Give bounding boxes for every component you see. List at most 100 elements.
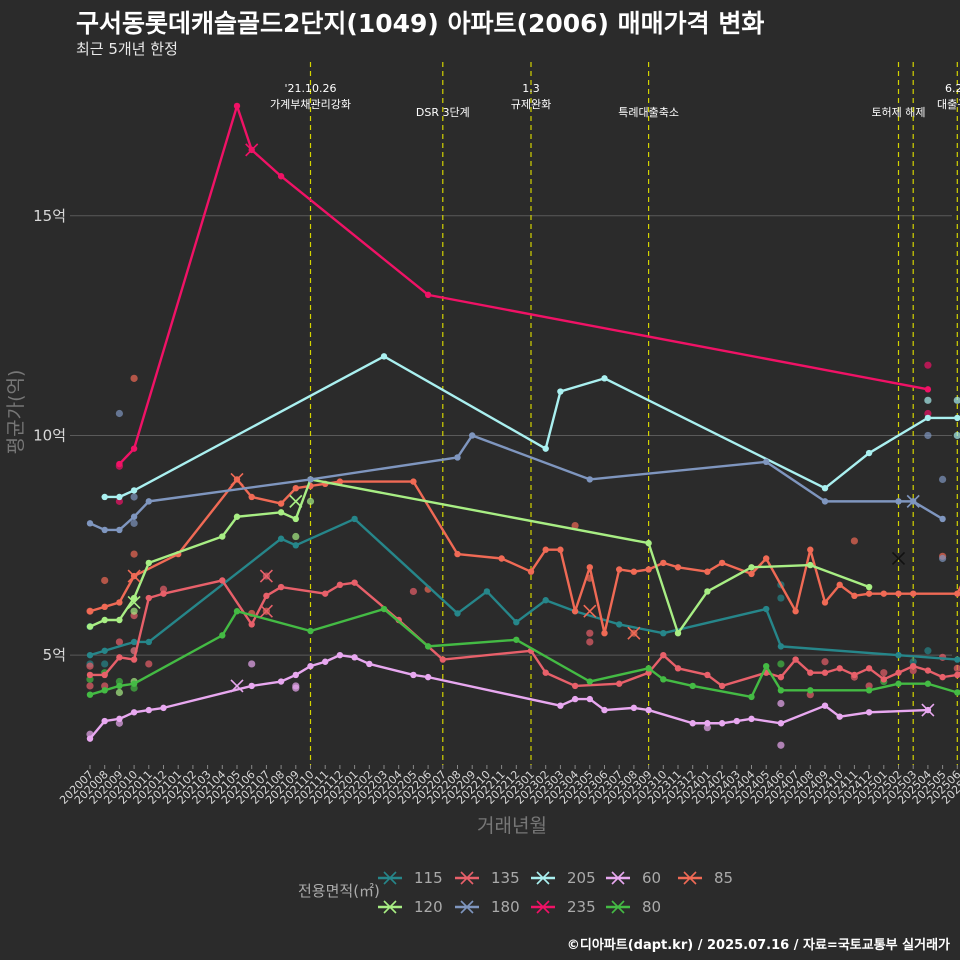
series-point: [895, 669, 902, 676]
series-lines: [86, 102, 960, 742]
legend-label: 205: [567, 869, 596, 887]
series-point: [586, 678, 593, 685]
series-point: [116, 616, 123, 624]
series-point: [498, 555, 505, 562]
series-point: [910, 662, 917, 670]
series-point: [130, 656, 138, 663]
series-point: [763, 458, 770, 466]
series-line: [89, 517, 958, 661]
series-point: [248, 493, 255, 501]
series-point: [763, 555, 770, 562]
cancelled-mark: [891, 551, 906, 566]
series-point: [821, 484, 829, 492]
x-axis-title: 거래년월: [477, 815, 547, 837]
chart-subtitle: 최근 5개년 한정: [76, 40, 178, 58]
series-point: [954, 689, 960, 696]
event-label: 6.27: [945, 82, 960, 95]
series-point: [116, 599, 123, 606]
series-point: [865, 709, 873, 716]
series-point: [277, 509, 285, 516]
series-point: [277, 678, 285, 685]
transaction-dot: [586, 629, 594, 637]
series-point: [86, 608, 94, 615]
series-point: [454, 610, 461, 617]
series-point: [954, 414, 960, 422]
series-point: [586, 695, 593, 703]
transaction-dot: [777, 594, 785, 602]
legend-label: 115: [414, 869, 443, 887]
transaction-dot: [777, 660, 785, 668]
transaction-dot: [115, 409, 123, 418]
source-credit: ©디아파트(dapt.kr) / 2025.07.16 / 자료=국토교통부 실…: [566, 938, 950, 953]
series-point: [322, 590, 329, 597]
series-point: [130, 709, 138, 716]
series-point: [557, 388, 564, 395]
transaction-dot: [101, 576, 109, 585]
legend-label: 180: [491, 898, 520, 916]
series-point: [777, 673, 785, 681]
series-point: [616, 680, 623, 687]
series-80: [86, 605, 960, 701]
series-115: [86, 515, 960, 663]
series-point: [336, 651, 344, 659]
y-axis-title: 평균가(억): [5, 370, 27, 455]
legend-label: 85: [714, 869, 733, 887]
series-point: [807, 669, 814, 676]
series-point: [895, 651, 902, 659]
series-point: [130, 513, 138, 520]
legend-item-80: 80: [606, 898, 661, 916]
series-point: [674, 629, 682, 637]
series-point: [410, 478, 417, 485]
series-point: [763, 605, 770, 613]
transaction-dot: [130, 550, 138, 558]
series-point: [807, 561, 814, 569]
series-235: [116, 102, 932, 468]
series-point: [145, 638, 152, 646]
series-point: [145, 706, 152, 714]
series-point: [601, 375, 608, 382]
legend-key-mark: [460, 871, 474, 885]
series-point: [865, 687, 873, 694]
series-point: [777, 643, 785, 650]
series-point: [807, 546, 814, 553]
series-point: [571, 695, 579, 703]
event-label: DSR 3단계: [416, 106, 470, 119]
series-point: [116, 715, 123, 723]
legend-key-mark: [611, 871, 625, 885]
series-120: [86, 476, 873, 637]
series-line: [89, 478, 870, 635]
series-point: [380, 353, 388, 360]
series-point: [777, 687, 785, 694]
series-point: [292, 542, 299, 549]
series-point: [895, 680, 902, 687]
series-point: [116, 493, 123, 501]
legend: 전용면적(㎡) 115 135 205 60 85 120 180 235 80: [298, 869, 733, 916]
series-point: [689, 720, 696, 727]
series-point: [248, 682, 255, 690]
transaction-dot: [953, 396, 960, 404]
series-point: [645, 566, 652, 573]
series-point: [424, 643, 432, 650]
series-point: [851, 592, 858, 600]
series-point: [689, 682, 696, 690]
series-point: [939, 515, 946, 523]
series-point: [86, 691, 94, 698]
transaction-dot: [115, 638, 123, 646]
series-point: [277, 583, 285, 591]
series-point: [924, 386, 932, 393]
transaction-dot: [86, 682, 94, 690]
transaction-dot: [821, 658, 829, 666]
series-line: [118, 104, 929, 465]
transaction-dot: [130, 493, 138, 501]
transaction-dot: [880, 669, 888, 677]
series-point: [277, 535, 285, 542]
series-point: [116, 460, 123, 468]
transaction-dot: [939, 554, 947, 563]
series-point: [86, 671, 94, 679]
transaction-dot: [939, 475, 947, 484]
series-point: [586, 476, 593, 483]
series-point: [380, 605, 388, 613]
series-point: [86, 623, 94, 630]
series-point: [351, 515, 358, 523]
